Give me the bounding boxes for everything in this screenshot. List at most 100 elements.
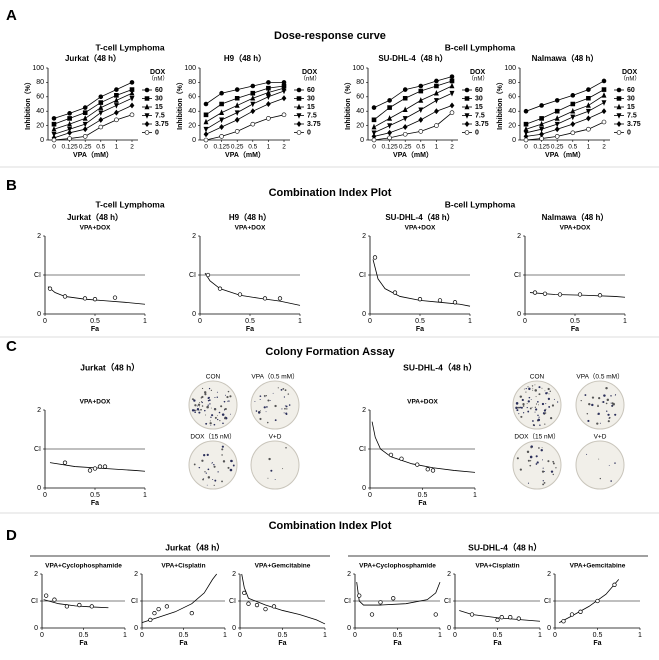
colony: [614, 413, 617, 416]
colony: [547, 397, 551, 401]
colony: [552, 460, 555, 463]
legend-label: 15: [627, 104, 635, 111]
data-point: [418, 116, 424, 123]
colony: [205, 422, 208, 425]
legend-label: 60: [307, 87, 315, 94]
colony: [597, 404, 599, 406]
data-point: [47, 286, 53, 291]
legend-marker: [296, 113, 302, 119]
data-point: [391, 596, 396, 601]
data-point: [570, 101, 576, 107]
legend-marker: [144, 130, 150, 135]
image-label: DOX（15 nM）: [514, 433, 559, 441]
y-tick-label: 60: [36, 94, 44, 101]
legend-title: DOX: [302, 69, 318, 76]
data-point: [234, 129, 240, 134]
data-point: [372, 255, 378, 260]
y-tick-label: CI: [344, 598, 351, 605]
data-point: [418, 129, 424, 134]
data-point: [219, 90, 224, 96]
series-line: [205, 85, 285, 116]
series-line: [205, 87, 285, 123]
data-point: [585, 108, 591, 115]
colony: [526, 403, 528, 405]
group-title: B-cell Lymphoma: [445, 199, 516, 209]
data-point: [570, 121, 576, 128]
data-point: [250, 95, 256, 101]
data-point: [437, 298, 443, 303]
colony: [210, 389, 212, 391]
x-tick-label: 1: [638, 632, 642, 639]
data-point: [219, 101, 224, 107]
colony: [606, 410, 608, 412]
data-point: [539, 120, 545, 127]
y-tick-label: 100: [352, 65, 364, 72]
colony: [285, 405, 288, 408]
data-point: [554, 134, 560, 139]
series-line: [525, 95, 605, 130]
x-tick-label: 0: [43, 492, 47, 499]
x-tick-label: 0: [204, 144, 208, 151]
x-axis-label: Fa: [393, 640, 401, 647]
colony: [515, 406, 518, 410]
colony: [201, 405, 204, 407]
colony: [221, 445, 224, 448]
data-point: [89, 604, 94, 609]
y-tick-label: 0: [37, 485, 41, 492]
colony: [535, 463, 538, 465]
x-tick-label: 0.125: [533, 144, 550, 151]
colony: [541, 470, 545, 473]
colony: [210, 416, 212, 418]
colony: [549, 417, 553, 420]
colony: [224, 394, 226, 396]
series-line: [53, 105, 133, 139]
legend-label: 7.5: [475, 112, 485, 119]
colony: [221, 413, 225, 416]
data-point: [189, 611, 194, 616]
colony: [532, 389, 534, 391]
y-tick-label: 40: [356, 108, 364, 115]
chart-subtitle: VPA+DOX: [80, 399, 111, 406]
fit-curve: [559, 579, 620, 623]
colony: [207, 399, 210, 402]
colony: [221, 480, 223, 483]
panel-label: A: [6, 7, 17, 24]
x-tick-label: 0: [553, 632, 557, 639]
colony: [530, 399, 532, 401]
colony: [274, 419, 277, 422]
data-point: [262, 296, 268, 301]
data-point: [67, 116, 72, 121]
data-point: [234, 95, 240, 101]
colony: [555, 467, 557, 469]
colony: [228, 400, 230, 402]
x-tick-label: 0: [40, 632, 44, 639]
y-tick-label: 0: [517, 311, 521, 318]
legend-label: 30: [307, 95, 315, 102]
data-point: [219, 134, 224, 139]
data-point: [570, 107, 576, 114]
series-line: [525, 110, 605, 137]
data-point: [586, 87, 591, 92]
colony: [552, 462, 555, 465]
colony-dish: [575, 440, 625, 490]
y-tick-label: CI: [544, 598, 551, 605]
colony: [213, 484, 215, 487]
data-point: [433, 98, 439, 104]
legend-marker: [616, 96, 622, 101]
colony: [207, 468, 210, 471]
data-point: [281, 88, 287, 95]
colony: [214, 396, 216, 399]
colony: [211, 463, 213, 464]
data-point: [234, 116, 240, 123]
colony: [201, 401, 203, 404]
y-tick-label: 2: [347, 571, 351, 578]
x-tick-label: 1: [468, 318, 472, 325]
legend-marker: [144, 121, 150, 127]
data-point: [234, 102, 240, 108]
data-point: [113, 97, 119, 103]
data-point: [265, 89, 271, 95]
colony: [527, 410, 530, 413]
y-tick-label: 0: [360, 137, 364, 144]
data-point: [387, 135, 392, 141]
colony: [206, 484, 208, 486]
